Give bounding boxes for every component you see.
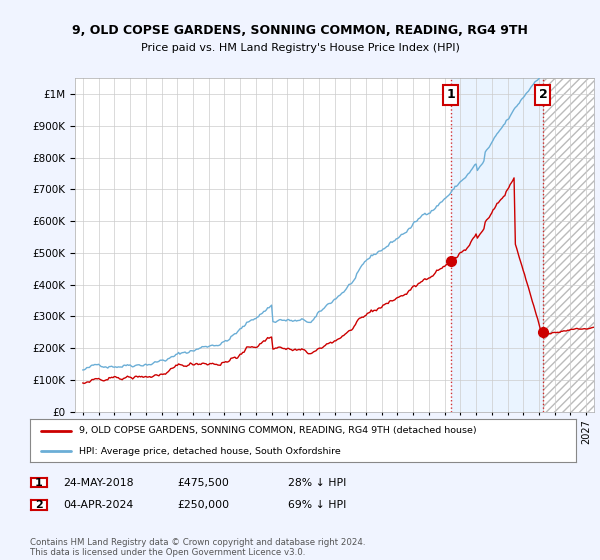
Bar — [451, 78, 543, 412]
Text: 69% ↓ HPI: 69% ↓ HPI — [288, 500, 346, 510]
Text: 1: 1 — [35, 478, 43, 488]
Text: Price paid vs. HM Land Registry's House Price Index (HPI): Price paid vs. HM Land Registry's House … — [140, 43, 460, 53]
Text: 24-MAY-2018: 24-MAY-2018 — [63, 478, 133, 488]
Text: HPI: Average price, detached house, South Oxfordshire: HPI: Average price, detached house, Sout… — [79, 447, 341, 456]
Text: £475,500: £475,500 — [177, 478, 229, 488]
Text: 28% ↓ HPI: 28% ↓ HPI — [288, 478, 346, 488]
Text: 04-APR-2024: 04-APR-2024 — [63, 500, 133, 510]
Text: 2: 2 — [539, 88, 547, 101]
Text: 9, OLD COPSE GARDENS, SONNING COMMON, READING, RG4 9TH (detached house): 9, OLD COPSE GARDENS, SONNING COMMON, RE… — [79, 427, 477, 436]
Text: £250,000: £250,000 — [177, 500, 229, 510]
Text: Contains HM Land Registry data © Crown copyright and database right 2024.
This d: Contains HM Land Registry data © Crown c… — [30, 538, 365, 557]
Bar — [543, 78, 594, 412]
Text: 9, OLD COPSE GARDENS, SONNING COMMON, READING, RG4 9TH: 9, OLD COPSE GARDENS, SONNING COMMON, RE… — [72, 24, 528, 38]
Text: 1: 1 — [446, 88, 455, 101]
Text: 2: 2 — [35, 500, 43, 510]
